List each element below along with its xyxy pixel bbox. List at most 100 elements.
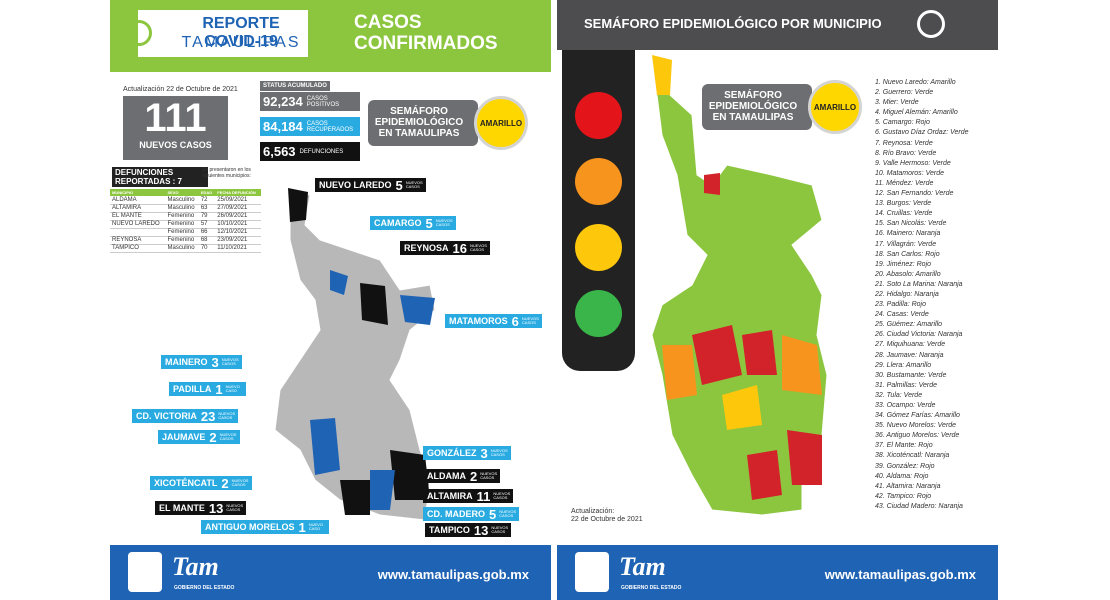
website-link[interactable]: www.tamaulipas.gob.mx: [824, 567, 976, 582]
semaforo-label: SEMÁFORO EPIDEMIOLÓGICO EN TAMAULIPAS: [708, 90, 798, 123]
region-reynosa: [360, 283, 388, 325]
update-date: Actualización 22 de Octubre de 2021: [123, 86, 238, 93]
cell: 57: [198, 220, 216, 229]
cell: 66: [198, 228, 216, 237]
list-item: 33. Ocampo: Verde: [875, 402, 936, 409]
label-value: 2: [209, 429, 217, 445]
table-row: TAMPICO Masculino 70 11/10/2021: [110, 244, 261, 253]
map-label-gonzalez: GONZÁLEZ 3 NUEVOS CASOS: [423, 445, 511, 461]
cell: 25/09/2021: [215, 196, 261, 205]
semaforo-bar: [368, 100, 478, 146]
region-gonzalez: [370, 470, 395, 510]
cell: 10/10/2021: [215, 220, 261, 229]
cell: TAMPICO: [110, 244, 166, 253]
yellow-light: [575, 224, 622, 271]
list-item: 22. Hidalgo: Naranja: [875, 290, 939, 298]
list-item: 32. Tula: Verde: [875, 391, 923, 399]
label-value: 5: [425, 215, 433, 231]
label-cases: NUEVOS CASOS: [219, 432, 237, 441]
red-light: [575, 92, 622, 139]
list-item: 31. Palmillas: Verde: [875, 381, 937, 389]
cell: Femenino: [165, 236, 199, 245]
list-item: 20. Abasolo: Amarillo: [875, 270, 941, 278]
label-name: MAINERO: [165, 357, 208, 367]
label-name: JAUMAVE: [162, 432, 206, 442]
cell: 68: [198, 236, 216, 245]
label-cases: NUEVOS CASOS: [521, 316, 539, 325]
list-item: 26. Ciudad Victoria: Naranja: [875, 331, 963, 339]
region-camargo: [704, 173, 720, 195]
col-sexo: SEXO: [165, 189, 199, 196]
label-cases: NUEVO CASO: [308, 522, 323, 531]
label-value: 6: [511, 313, 519, 329]
cell: Masculino: [165, 244, 199, 253]
list-item: 14. Cruillas: Verde: [875, 210, 933, 218]
gov-label: GOBIERNO DEL ESTADO: [174, 585, 235, 591]
label-name: PADILLA: [173, 384, 212, 394]
list-item: 12. San Fernando: Verde: [875, 190, 954, 198]
list-item: 15. San Nicolás: Verde: [875, 220, 947, 228]
left-footer: [110, 545, 551, 600]
label-value: 1: [298, 519, 306, 535]
cell: Masculino: [165, 196, 199, 205]
list-item: 28. Jaumave: Naranja: [875, 351, 944, 359]
region-matamoros: [400, 295, 435, 325]
table-row: EL MANTE Femenino 79 26/09/2021: [110, 212, 261, 221]
semaforo-map: [652, 55, 828, 516]
website-link[interactable]: www.tamaulipas.gob.mx: [377, 567, 529, 582]
map-label-madero: CD. MADERO 5 NUEVOS CASOS: [423, 506, 520, 522]
label-name: XICOTÉNCATL: [154, 478, 218, 488]
region-jimenez: [742, 330, 777, 375]
cell: 79: [198, 212, 216, 221]
right-footer: [557, 545, 998, 600]
label-value: 3: [211, 354, 219, 370]
map-label-camargo: CAMARGO 5 NUEVOS CASOS: [370, 215, 456, 231]
label-name: CD. MADERO: [427, 509, 485, 519]
status-header: STATUS ACUMULADO: [260, 81, 330, 91]
table-row: ALTAMIRA Masculino 63 27/09/2021: [110, 204, 261, 213]
list-item: 3. Mier: Verde: [875, 99, 919, 107]
label-cases: NUEVOS CASOS: [499, 509, 517, 518]
list-item: 8. Río Bravo: Verde: [875, 149, 937, 157]
label-value: 3: [480, 445, 488, 461]
region-soto-la-marina: [782, 335, 822, 395]
status-label: DEFUNCIONES: [299, 148, 344, 155]
semaforo-badge: SEMÁFORO EPIDEMIOLÓGICO EN TAMAULIPAS AM…: [368, 96, 528, 150]
list-item: 2. Guerrero: Verde: [875, 89, 934, 97]
list-item: 37. El Mante: Rojo: [875, 442, 933, 450]
cell: [110, 228, 166, 237]
label-cases: NUEVOS CASOS: [491, 525, 509, 534]
cell: EL MANTE: [110, 212, 166, 221]
list-item: 30. Bustamante: Verde: [875, 371, 947, 379]
list-item: 25. Güémez: Amarillo: [875, 321, 943, 329]
list-item: 10. Matamoros: Verde: [875, 169, 944, 177]
label-name: REYNOSA: [404, 243, 449, 253]
list-item: 16. Mainero: Naranja: [875, 230, 941, 238]
list-item: 17. Villagrán: Verde: [875, 240, 937, 248]
cell: 72: [198, 196, 216, 205]
report-logo: REPORTE COVID-19 TAMAULIPAS: [126, 10, 308, 57]
cell: 70: [198, 244, 216, 253]
list-item: 34. Gómez Farías: Amarillo: [875, 412, 960, 420]
table-row: ALDAMA Masculino 72 25/09/2021: [110, 196, 261, 205]
cell: 12/10/2021: [215, 228, 261, 237]
new-cases-value: 111: [144, 96, 207, 140]
list-item: 11. Méndez: Verde: [875, 179, 934, 187]
gov-label: GOBIERNO DEL ESTADO: [621, 585, 682, 591]
map-label-reynosa: REYNOSA 16 NUEVOS CASOS: [400, 241, 490, 256]
right-title: SEMÁFORO EPIDEMIOLÓGICO POR MUNICIPIO: [584, 16, 882, 31]
cell: ALDAMA: [110, 196, 166, 205]
new-cases-label: NUEVOS CASOS: [139, 140, 212, 150]
deaths-table: MUNICIPIO SEXO EDAD FECHA DEFUNCIÓN ALDA…: [110, 189, 261, 253]
right-header: SEMÁFORO EPIDEMIOLÓGICO POR MUNICIPIO: [557, 0, 998, 50]
label-value: 13: [473, 522, 489, 538]
label-cases: NUEVOS CASOS: [231, 478, 249, 487]
label-value: 5: [489, 506, 497, 522]
table-row: Femenino 66 12/10/2021: [110, 228, 261, 237]
map-label-padilla: PADILLA 1 NUEVO CASO: [169, 382, 246, 397]
map-label-aldama: ALDAMA 2 NUEVOS CASOS: [423, 469, 501, 484]
cell: 27/09/2021: [215, 204, 261, 213]
region-san-carlos: [692, 325, 742, 385]
update-label: Actualización:: [571, 508, 615, 515]
map-label-mainero: MAINERO 3 NUEVOS CASOS: [161, 354, 242, 370]
